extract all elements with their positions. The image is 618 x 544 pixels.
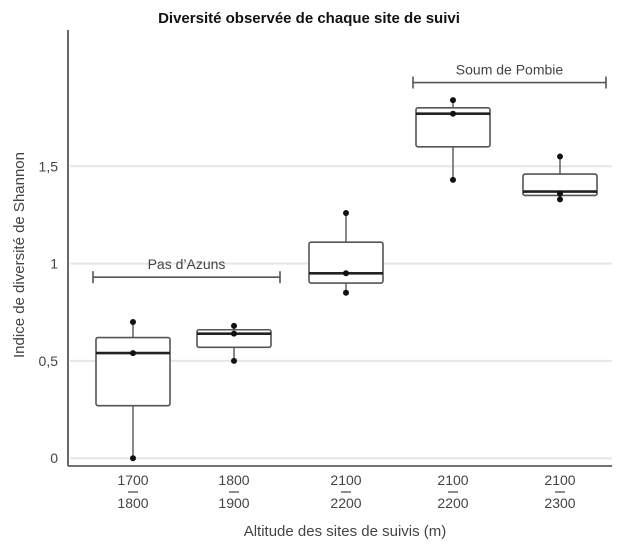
x-tick-label-top: 1800	[218, 472, 249, 488]
x-tick-label-bottom: 1800	[117, 495, 148, 511]
box-5	[522, 153, 598, 203]
data-point	[231, 330, 237, 337]
data-point	[343, 270, 349, 277]
data-point	[130, 318, 136, 325]
axes	[67, 30, 612, 467]
x-tick-label-bottom: 2300	[544, 495, 575, 511]
y-tick-label: 0,5	[39, 353, 59, 369]
box-1	[95, 318, 171, 462]
data-point	[231, 357, 237, 364]
box-iqr	[308, 241, 384, 284]
box-4	[415, 97, 491, 183]
chart-title: Diversité observée de chaque site de sui…	[158, 10, 460, 27]
annotation-1: Pas d’Azuns	[92, 256, 281, 284]
box-iqr	[415, 107, 491, 148]
x-axis-label: Altitude des sites de suivis (m)	[244, 523, 447, 540]
data-point	[450, 176, 456, 183]
y-tick-label: 1,5	[39, 158, 59, 174]
y-tick-label: 0	[50, 450, 58, 466]
annotation-label: Soum de Pombie	[456, 62, 564, 78]
box-2	[196, 322, 272, 364]
annotation-2: Soum de Pombie	[412, 62, 607, 89]
boxes	[95, 97, 598, 462]
x-tick-labels: 1700 1800 1800 1900 2100 2200 2100 2200 2100 2300	[117, 472, 575, 511]
x-tick-label-bottom: 2200	[330, 495, 361, 511]
grid-lines	[70, 165, 612, 460]
annotations: Pas d’Azuns Soum de Pombie	[92, 62, 607, 284]
data-point	[557, 153, 563, 160]
y-axis-label: Indice de diversité de Shannon	[11, 152, 28, 358]
box-3	[308, 209, 384, 296]
x-tick-label-top: 1700	[117, 472, 148, 488]
y-tick-labels: 0 0,5 1 1,5	[39, 158, 59, 466]
data-point	[343, 289, 349, 296]
data-point	[231, 322, 237, 329]
x-tick-label-bottom: 1900	[218, 495, 249, 511]
x-tick-label-top: 2100	[544, 472, 575, 488]
data-point	[450, 97, 456, 104]
y-tick-label: 1	[50, 256, 58, 272]
x-tick-label-top: 2100	[437, 472, 468, 488]
box-iqr	[95, 336, 171, 407]
data-point	[450, 110, 456, 117]
data-point	[557, 196, 563, 203]
data-point	[343, 209, 349, 216]
data-point	[130, 455, 136, 462]
x-tick-label-top: 2100	[330, 472, 361, 488]
data-point	[557, 190, 563, 197]
annotation-label: Pas d’Azuns	[148, 256, 226, 272]
x-tick-label-bottom: 2200	[437, 495, 468, 511]
data-point	[130, 350, 136, 357]
